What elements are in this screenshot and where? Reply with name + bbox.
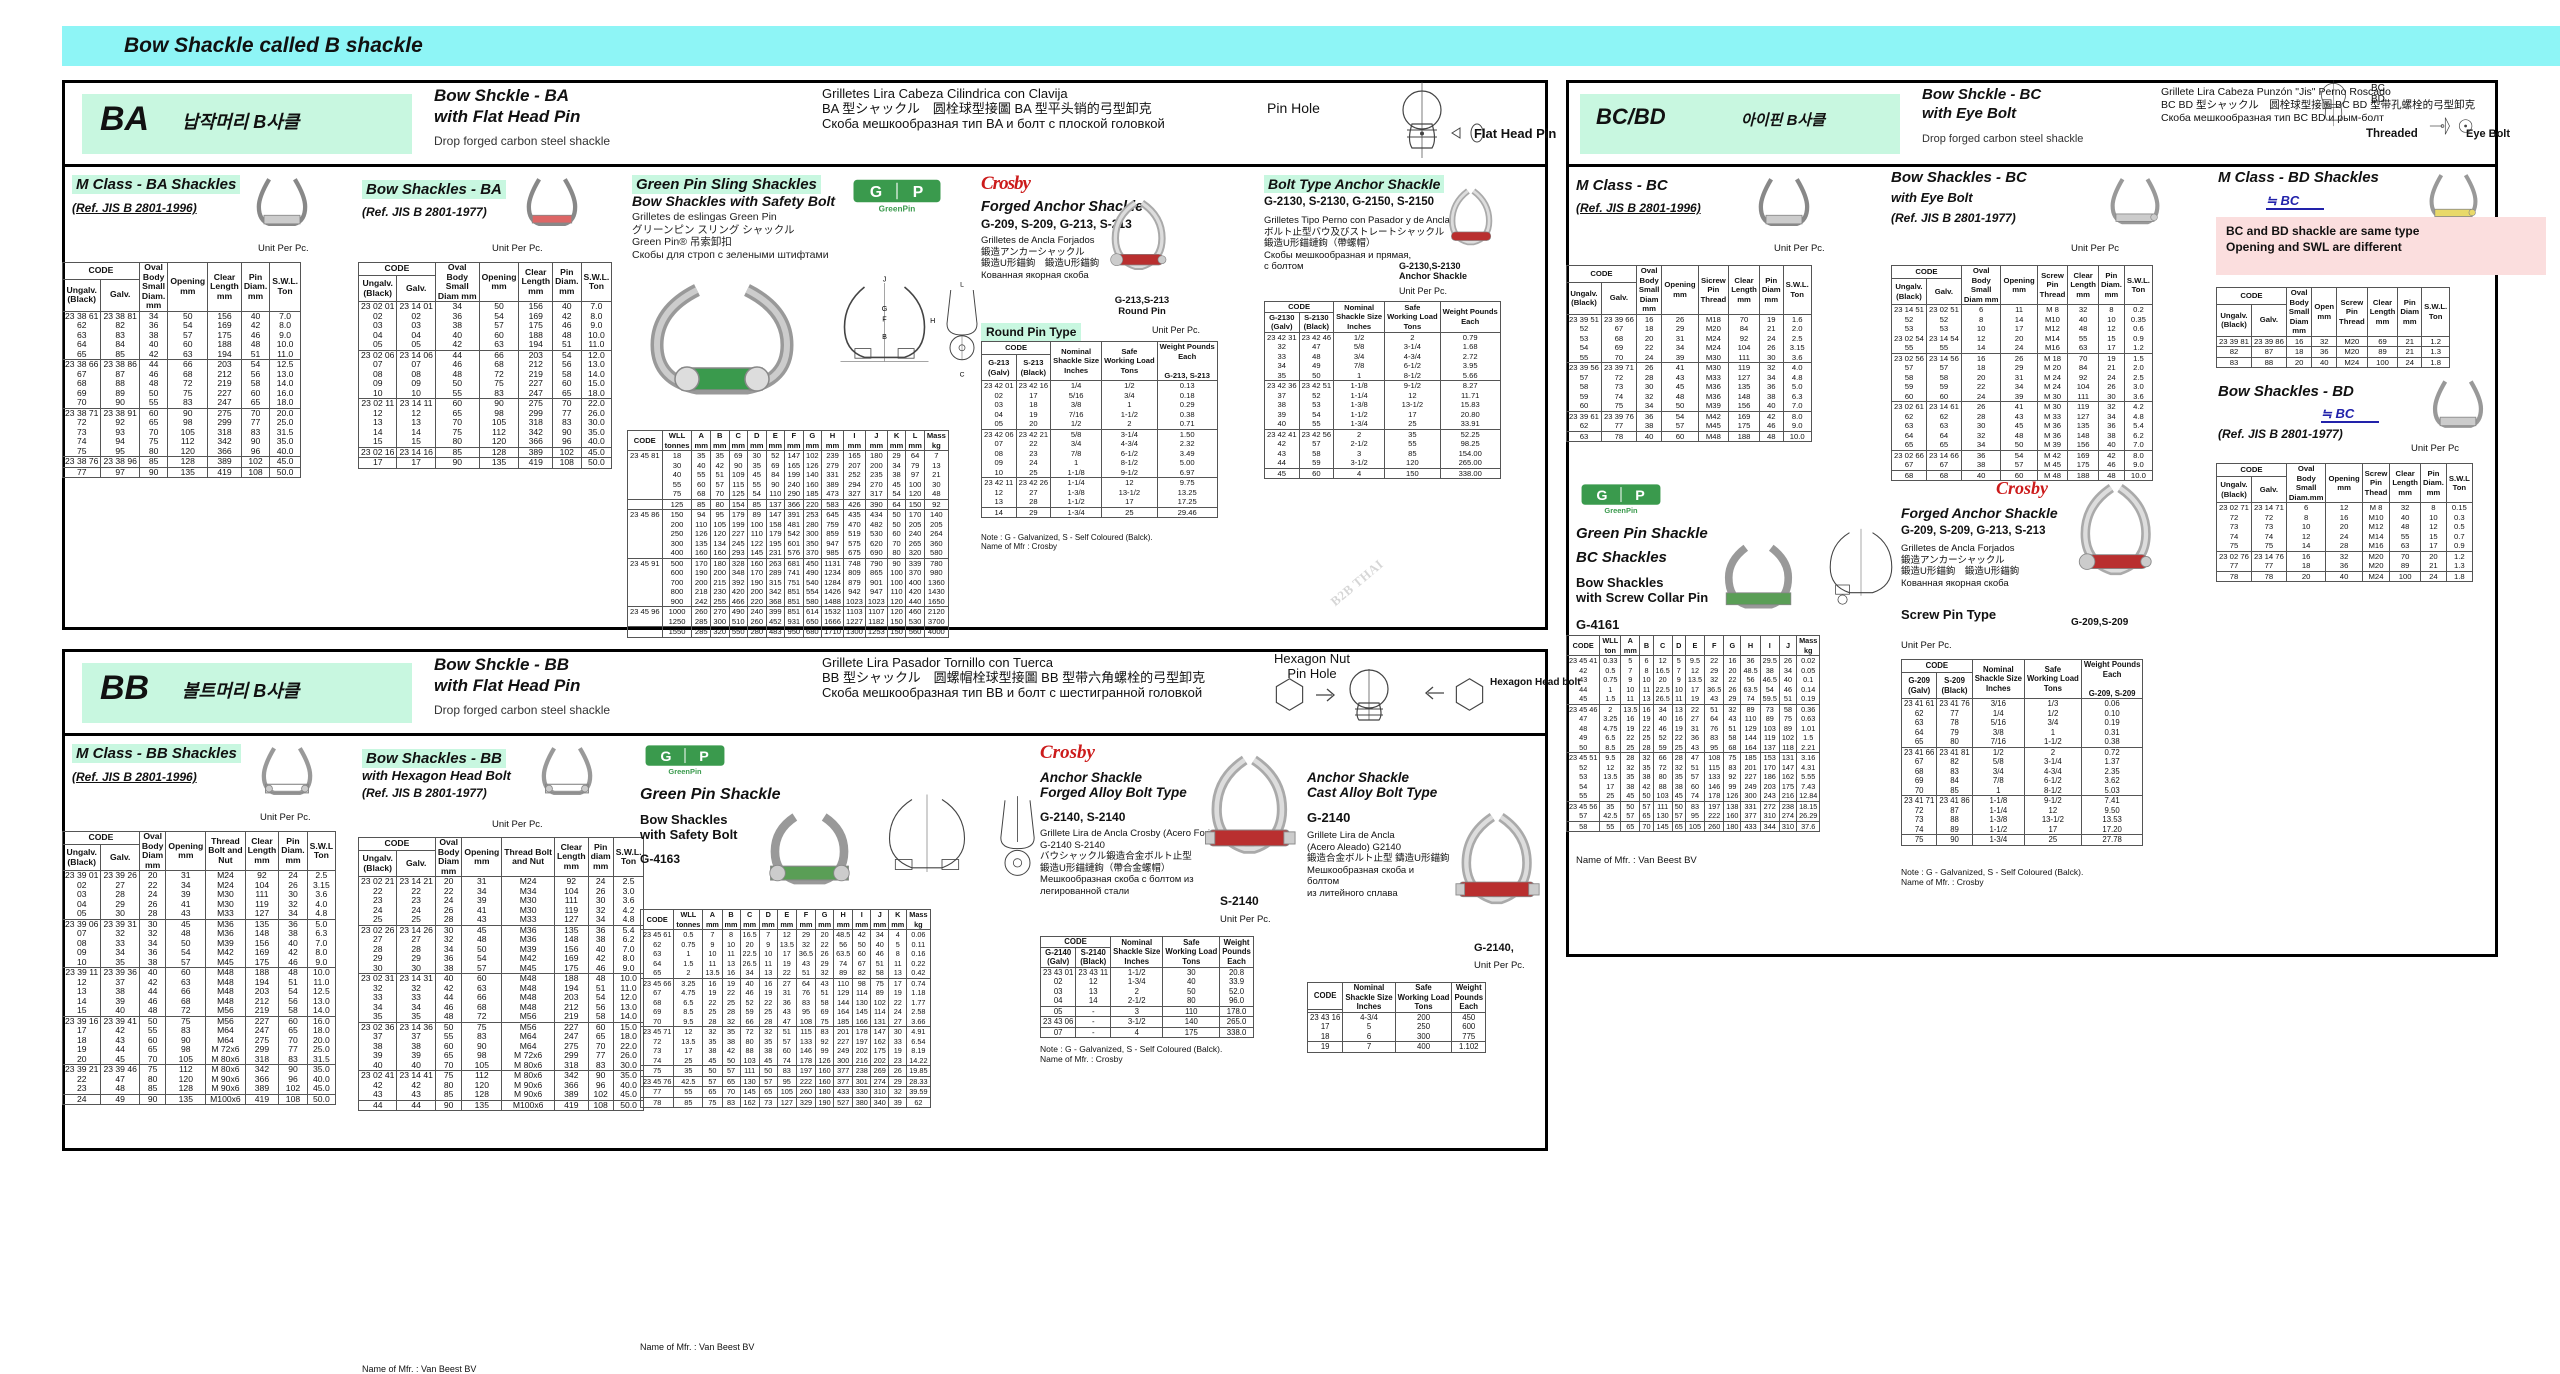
svg-text:P: P bbox=[1635, 488, 1645, 504]
svg-text:C: C bbox=[960, 371, 965, 378]
svg-text:P: P bbox=[699, 749, 709, 765]
svg-text:J: J bbox=[883, 275, 887, 283]
svg-text:G: G bbox=[660, 749, 671, 765]
svg-text:G: G bbox=[1596, 488, 1607, 504]
svg-text:G: G bbox=[882, 304, 888, 313]
svg-text:F: F bbox=[882, 314, 887, 323]
svg-text:G: G bbox=[870, 184, 882, 201]
svg-text:P: P bbox=[913, 184, 924, 201]
svg-text:GreenPin: GreenPin bbox=[1604, 506, 1638, 515]
svg-text:GreenPin: GreenPin bbox=[668, 767, 702, 776]
svg-text:L: L bbox=[960, 281, 964, 288]
svg-text:B: B bbox=[882, 332, 887, 341]
svg-text:GreenPin: GreenPin bbox=[879, 204, 916, 213]
